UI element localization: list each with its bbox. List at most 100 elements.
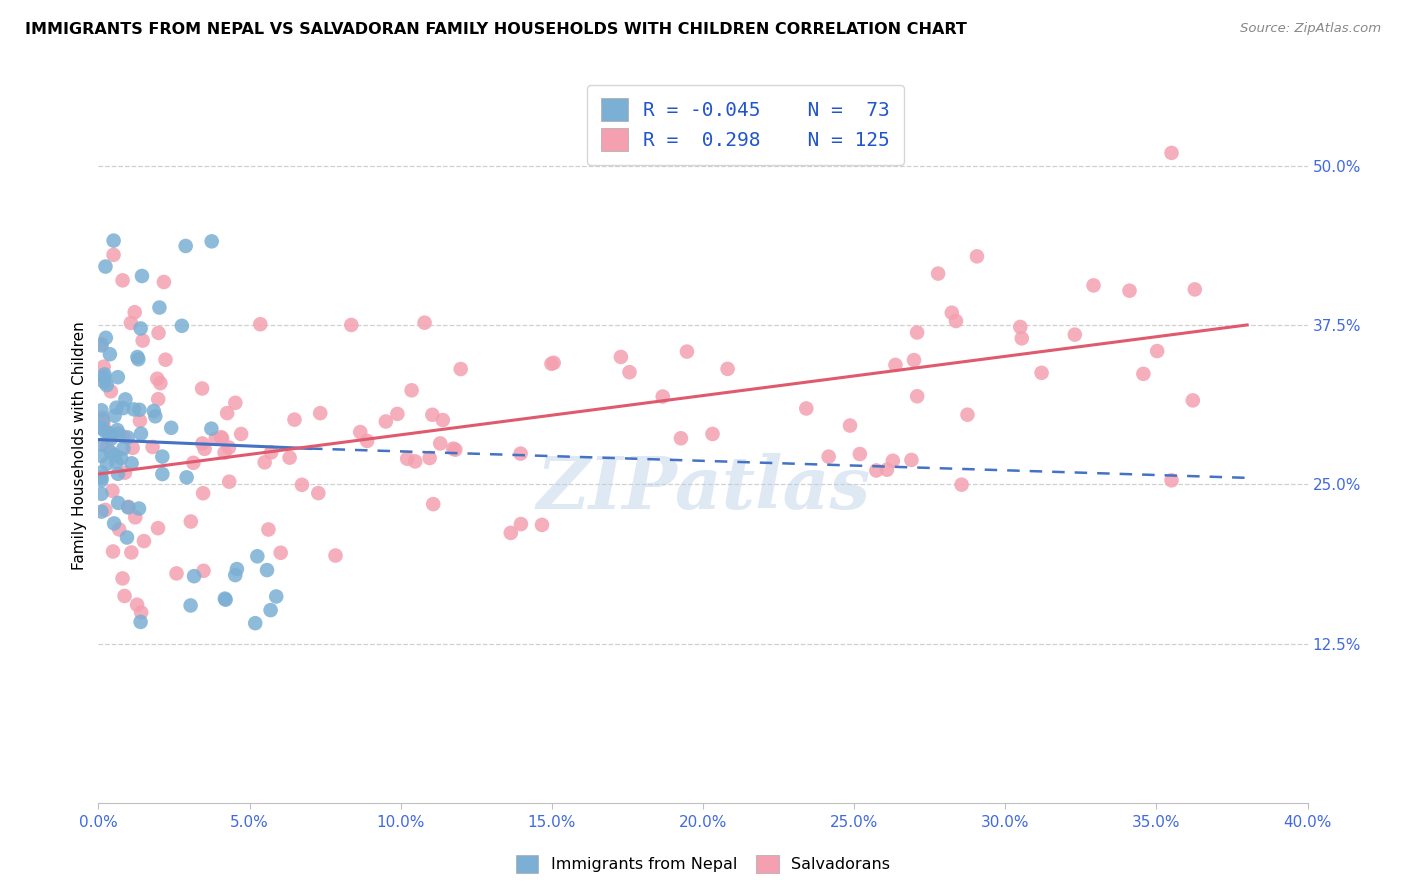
Point [817,450,839,464]
Point [619,365,641,379]
Point [509,447,531,461]
Point [94,260,117,274]
Point [905,326,928,340]
Point [166,566,188,581]
Point [849,447,872,461]
Point [432,413,454,427]
Point [90,338,112,352]
Point [413,316,436,330]
Point [90,466,112,480]
Point [104,448,127,462]
Point [260,445,283,459]
Point [716,362,738,376]
Legend: R = -0.045    N =  73, R =  0.298    N = 125: R = -0.045 N = 73, R = 0.298 N = 125 [586,85,904,164]
Point [422,408,444,422]
Point [1181,393,1204,408]
Point [148,326,170,340]
Point [90,473,112,487]
Point [945,314,967,328]
Point [110,451,132,466]
Point [1011,331,1033,345]
Point [101,544,124,558]
Point [111,273,134,287]
Point [259,603,281,617]
Point [903,353,925,368]
Point [170,318,193,333]
Point [94,424,117,438]
Point [349,425,371,439]
Y-axis label: Family Households with Children: Family Households with Children [72,322,87,570]
Point [93,417,115,431]
Point [120,316,142,330]
Point [429,436,451,450]
Text: IMMIGRANTS FROM NEPAL VS SALVADORAN FAMILY HOUSEHOLDS WITH CHILDREN CORRELATION : IMMIGRANTS FROM NEPAL VS SALVADORAN FAMI… [25,22,967,37]
Point [882,454,904,468]
Point [121,456,143,470]
Point [180,515,202,529]
Point [183,569,205,583]
Point [610,350,633,364]
Point [966,249,988,263]
Point [143,409,166,424]
Point [124,305,146,319]
Point [419,450,441,465]
Point [148,392,170,406]
Point [941,306,963,320]
Point [129,615,152,629]
Point [114,589,136,603]
Point [129,606,152,620]
Point [839,418,862,433]
Point [278,450,301,465]
Point [374,415,396,429]
Point [884,358,907,372]
Point [100,445,122,459]
Point [131,334,153,348]
Point [200,422,222,436]
Point [218,441,240,455]
Point [499,525,522,540]
Point [307,486,329,500]
Point [225,562,247,576]
Point [309,406,332,420]
Point [204,432,226,446]
Point [191,486,214,500]
Point [96,439,118,453]
Point [90,471,112,485]
Point [676,344,699,359]
Point [651,390,673,404]
Point [214,591,236,606]
Point [117,430,139,444]
Point [122,402,145,417]
Point [101,483,124,498]
Point [1031,366,1053,380]
Point [94,331,117,345]
Point [91,413,114,427]
Point [264,590,287,604]
Point [132,534,155,549]
Point [441,442,464,456]
Point [105,455,128,469]
Point [115,531,138,545]
Point [865,463,887,477]
Point [129,426,152,441]
Point [107,370,129,384]
Point [249,317,271,331]
Point [127,350,149,364]
Point [104,409,127,423]
Point [283,412,305,426]
Point [1184,282,1206,296]
Point [174,239,197,253]
Point [150,467,173,481]
Point [401,384,423,398]
Point [291,477,314,491]
Point [91,417,114,432]
Point [905,389,928,403]
Point [112,430,135,444]
Point [90,487,112,501]
Point [183,456,205,470]
Point [246,549,269,564]
Point [149,376,172,391]
Point [91,438,114,452]
Point [256,563,278,577]
Point [211,431,233,445]
